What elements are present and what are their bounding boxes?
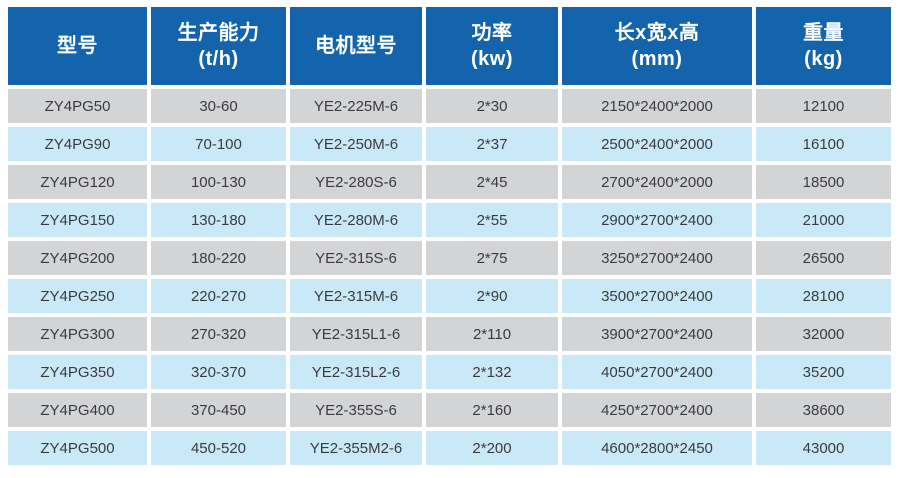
table-row: ZY4PG120 100-130 YE2-280S-6 2*45 2700*2400*2…	[8, 165, 891, 199]
table-row: ZY4PG400 370-450 YE2-355S-6 2*160 4250*2700*…	[8, 393, 891, 427]
table-cell: 2700*2400*2000	[562, 165, 752, 199]
header-row: 型号 生产能力 (t/h) 电机型号 功率 (kw) 长x宽x高 (mm) 重量 (kg)	[8, 7, 891, 85]
table-cell: ZY4PG120	[8, 165, 147, 199]
table-cell: 2*90	[426, 279, 558, 313]
table-cell: 4600*2800*2450	[562, 431, 752, 465]
table-cell: YE2-315L2-6	[290, 355, 422, 389]
table-cell: 2*45	[426, 165, 558, 199]
table-cell: 180-220	[151, 241, 286, 275]
table-cell: 130-180	[151, 203, 286, 237]
table-cell: ZY4PG50	[8, 89, 147, 123]
table-row: ZY4PG300 270-320 YE2-315L1-6 2*110 3900*2700…	[8, 317, 891, 351]
table-row: ZY4PG350 320-370 YE2-315L2-6 2*132 4050*2700…	[8, 355, 891, 389]
table-cell: 220-270	[151, 279, 286, 313]
table-row: ZY4PG50 30-60 YE2-225M-6 2*30 2150*2400*2000…	[8, 89, 891, 123]
table-cell: 18500	[756, 165, 891, 199]
table-cell: 21000	[756, 203, 891, 237]
table-cell: ZY4PG350	[8, 355, 147, 389]
table-cell: YE2-355M2-6	[290, 431, 422, 465]
table-cell: 70-100	[151, 127, 286, 161]
table-cell: 3250*2700*2400	[562, 241, 752, 275]
table-cell: 30-60	[151, 89, 286, 123]
table-cell: YE2-315S-6	[290, 241, 422, 275]
column-header-3: 电机型号	[290, 7, 422, 85]
table-cell: 270-320	[151, 317, 286, 351]
table-body: ZY4PG50 30-60 YE2-225M-6 2*30 2150*2400*2000…	[8, 89, 891, 465]
table-cell: ZY4PG400	[8, 393, 147, 427]
table-cell: 12100	[756, 89, 891, 123]
table-cell: 2*30	[426, 89, 558, 123]
table-cell: 100-130	[151, 165, 286, 199]
table-cell: 38600	[756, 393, 891, 427]
column-header-label: 长x宽x高	[614, 22, 700, 44]
table-cell: ZY4PG200	[8, 241, 147, 275]
table-cell: 2*55	[426, 203, 558, 237]
column-header-label: 电机型号	[315, 35, 397, 57]
table-cell: YE2-225M-6	[290, 89, 422, 123]
table-cell: 2*37	[426, 127, 558, 161]
table-cell: 28100	[756, 279, 891, 313]
column-header-label: 生产能力	[177, 22, 260, 44]
column-header-1: 型号	[8, 7, 147, 85]
column-header-unit: (kg)	[804, 48, 843, 70]
table-cell: 26500	[756, 241, 891, 275]
table-cell: 2*75	[426, 241, 558, 275]
table-cell: 32000	[756, 317, 891, 351]
table-cell: 35200	[756, 355, 891, 389]
table-cell: 3900*2700*2400	[562, 317, 752, 351]
column-header-4: 功率 (kw)	[426, 7, 558, 85]
table-cell: ZY4PG90	[8, 127, 147, 161]
table-row: ZY4PG150 130-180 YE2-280M-6 2*55 2900*2700*2…	[8, 203, 891, 237]
column-header-unit: (mm)	[631, 48, 683, 70]
table-row: ZY4PG200 180-220 YE2-315S-6 2*75 3250*2700*2…	[8, 241, 891, 275]
table-row: ZY4PG90 70-100 YE2-250M-6 2*37 2500*2400*200…	[8, 127, 891, 161]
table-cell: ZY4PG250	[8, 279, 147, 313]
table-cell: 2*110	[426, 317, 558, 351]
table-header: 型号 生产能力 (t/h) 电机型号 功率 (kw) 长x宽x高 (mm) 重量 (kg)	[8, 7, 891, 85]
column-header-label: 重量	[803, 22, 844, 44]
column-header-label: 型号	[57, 35, 98, 57]
table-cell: 2500*2400*2000	[562, 127, 752, 161]
table-cell: 2150*2400*2000	[562, 89, 752, 123]
table-cell: YE2-315L1-6	[290, 317, 422, 351]
table-cell: 370-450	[151, 393, 286, 427]
table-cell: ZY4PG500	[8, 431, 147, 465]
column-header-5: 长x宽x高 (mm)	[562, 7, 752, 85]
column-header-6: 重量 (kg)	[756, 7, 891, 85]
table-cell: 320-370	[151, 355, 286, 389]
table-row: ZY4PG250 220-270 YE2-315M-6 2*90 3500*2700*2…	[8, 279, 891, 313]
table-cell: YE2-315M-6	[290, 279, 422, 313]
column-header-label: 功率	[471, 22, 513, 44]
table-cell: YE2-280S-6	[290, 165, 422, 199]
table-cell: 3500*2700*2400	[562, 279, 752, 313]
table-cell: YE2-280M-6	[290, 203, 422, 237]
table-cell: YE2-355S-6	[290, 393, 422, 427]
column-header-unit: (kw)	[471, 48, 513, 70]
table-cell: 2900*2700*2400	[562, 203, 752, 237]
table-cell: 4250*2700*2400	[562, 393, 752, 427]
column-header-unit: (t/h)	[198, 48, 239, 70]
table-cell: 43000	[756, 431, 891, 465]
table-cell: 2*132	[426, 355, 558, 389]
table-row: ZY4PG500 450-520 YE2-355M2-6 2*200 4600*2800…	[8, 431, 891, 465]
column-header-2: 生产能力 (t/h)	[151, 7, 286, 85]
table-cell: 450-520	[151, 431, 286, 465]
table-cell: ZY4PG300	[8, 317, 147, 351]
table-cell: 4050*2700*2400	[562, 355, 752, 389]
table-cell: 2*200	[426, 431, 558, 465]
table-cell: 2*160	[426, 393, 558, 427]
table-cell: ZY4PG150	[8, 203, 147, 237]
table-cell: YE2-250M-6	[290, 127, 422, 161]
product-spec-table: 型号 生产能力 (t/h) 电机型号 功率 (kw) 长x宽x高 (mm) 重量 (kg) ZY4…	[4, 3, 895, 469]
table-cell: 16100	[756, 127, 891, 161]
